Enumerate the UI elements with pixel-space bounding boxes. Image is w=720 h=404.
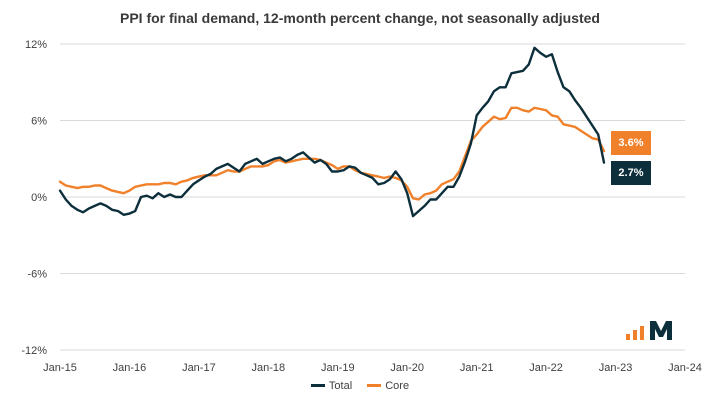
- x-tick-label: Jan-15: [43, 362, 77, 374]
- legend-swatch-total: [310, 384, 325, 387]
- x-tick-label: Jan-20: [390, 362, 424, 374]
- x-tick-label: Jan-22: [529, 362, 563, 374]
- y-tick-label: 12%: [25, 39, 47, 51]
- x-tick-label: Jan-19: [321, 362, 355, 374]
- legend-label-total: Total: [328, 379, 353, 392]
- series-line-total: [58, 46, 606, 218]
- x-tick-label: Jan-21: [460, 362, 494, 374]
- x-tick-label: Jan-17: [182, 362, 216, 374]
- x-tick-label: Jan-23: [599, 362, 633, 374]
- x-tick-label: Jan-16: [113, 362, 147, 374]
- chart-title: PPI for final demand, 12-month percent c…: [120, 10, 600, 26]
- core-value-badge: 3.6%: [610, 131, 651, 156]
- x-tick-label: Jan-24: [668, 362, 702, 374]
- total-value-badge: 2.7%: [610, 160, 651, 185]
- y-tick-label: 0%: [31, 192, 47, 204]
- legend-item-total: Total: [310, 379, 353, 392]
- y-tick-label: -6%: [27, 269, 47, 281]
- series-line-core: [58, 106, 606, 201]
- legend-label-core: Core: [385, 379, 410, 392]
- y-tick-label: -12%: [21, 345, 47, 357]
- y-tick-label: 6%: [31, 116, 47, 128]
- x-tick-label: Jan-18: [252, 362, 286, 374]
- legend-item-core: Core: [367, 380, 409, 392]
- chart-legend: Total Core: [0, 378, 720, 392]
- brand-logo-icon: [626, 321, 672, 340]
- legend-swatch-core: [367, 384, 382, 387]
